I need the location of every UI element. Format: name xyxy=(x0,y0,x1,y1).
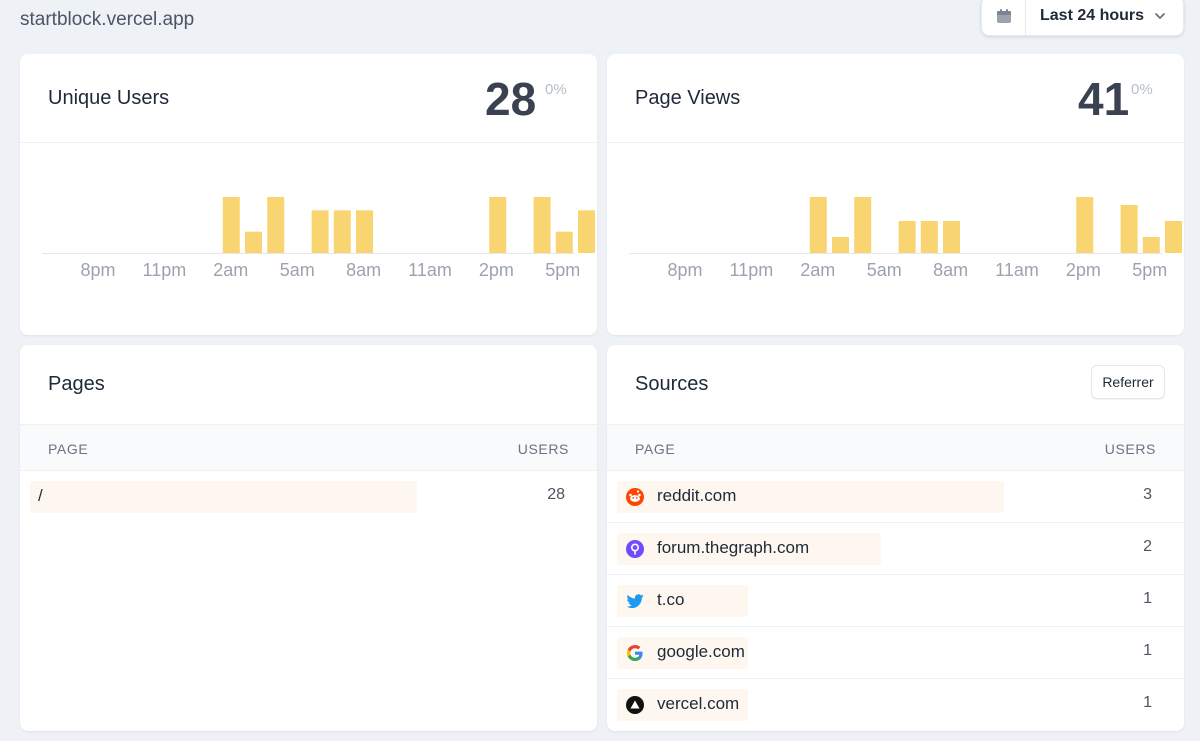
chart-bar[interactable] xyxy=(555,231,573,253)
page-views-title: Page Views xyxy=(635,87,741,109)
x-tick-label: 11pm xyxy=(730,260,774,280)
chart-bar[interactable] xyxy=(854,197,872,253)
page-users: 28 xyxy=(547,486,565,503)
share-bar xyxy=(617,481,1004,513)
pages-table-header: PAGE USERS xyxy=(20,424,597,471)
source-row-vercel[interactable]: vercel.com 1 xyxy=(607,679,1184,731)
chart-bar[interactable] xyxy=(1142,237,1160,253)
chart-bar[interactable] xyxy=(832,237,849,253)
chart-bar[interactable] xyxy=(1165,221,1182,253)
page-views-value: 41 xyxy=(1078,73,1130,125)
col-page-header: PAGE xyxy=(48,441,89,457)
site-url: startblock.vercel.app xyxy=(20,9,195,30)
page-views-chart: 8pm 11pm 2am 5am 8am 11am 2pm 5pm xyxy=(629,197,1182,280)
source-row-thegraph[interactable]: forum.thegraph.com 2 xyxy=(607,523,1184,575)
chart-bar[interactable] xyxy=(533,197,551,253)
col-page-header: PAGE xyxy=(635,441,676,457)
sources-card: Sources Referrer PAGE USERS reddit.com 3… xyxy=(607,345,1184,731)
x-tick-label: 2am xyxy=(800,260,835,280)
x-tick-label: 5pm xyxy=(545,260,580,280)
unique-users-chart: 8pm 11pm 2am 5am 8am 11am 2pm 5pm xyxy=(42,197,595,280)
x-tick-label: 11am xyxy=(408,260,452,280)
share-bar xyxy=(30,481,417,513)
source-users: 1 xyxy=(1143,694,1152,711)
twitter-icon xyxy=(626,594,644,609)
chart-bar[interactable] xyxy=(943,221,960,253)
date-range-selector[interactable]: Last 24 hours xyxy=(981,0,1184,36)
x-tick-label: 8pm xyxy=(80,260,115,280)
x-tick-label: 11am xyxy=(995,260,1039,280)
source-label: t.co xyxy=(657,590,685,609)
x-tick-label: 8am xyxy=(933,260,968,280)
chart-bar[interactable] xyxy=(1076,197,1094,253)
source-row-google[interactable]: google.com 1 xyxy=(607,627,1184,679)
calendar-icon xyxy=(982,0,1026,35)
source-label: forum.thegraph.com xyxy=(657,538,810,557)
chart-bar[interactable] xyxy=(333,210,351,253)
pages-title: Pages xyxy=(48,373,105,395)
google-icon xyxy=(627,645,643,661)
vercel-icon xyxy=(626,696,644,714)
table-row[interactable]: / 28 xyxy=(20,471,597,523)
chart-bar[interactable] xyxy=(578,210,595,253)
date-range-label: Last 24 hours xyxy=(1040,7,1145,24)
page-views-change: 0% xyxy=(1131,81,1153,98)
thegraph-icon xyxy=(626,540,644,558)
page-views-card: Page Views 41 0% 8pm 11pm 2am 5am 8am 11am 2pm… xyxy=(607,54,1184,335)
source-users: 1 xyxy=(1143,590,1152,607)
source-row-reddit[interactable]: reddit.com 3 xyxy=(607,471,1184,523)
x-tick-label: 11pm xyxy=(143,260,187,280)
share-bar xyxy=(617,533,881,565)
source-users: 3 xyxy=(1143,486,1152,503)
sources-title: Sources xyxy=(635,373,709,395)
source-users: 2 xyxy=(1143,538,1152,555)
chart-bar[interactable] xyxy=(222,197,240,253)
x-tick-label: 5pm xyxy=(1132,260,1167,280)
chevron-down-icon xyxy=(1154,10,1166,22)
x-tick-label: 5am xyxy=(867,260,902,280)
chart-bar[interactable] xyxy=(898,221,916,253)
chart-bar[interactable] xyxy=(920,221,938,253)
chart-bar[interactable] xyxy=(356,210,373,253)
source-users: 1 xyxy=(1143,642,1152,659)
col-users-header: USERS xyxy=(1104,441,1156,457)
sources-table-header: PAGE USERS xyxy=(607,424,1184,471)
unique-users-change: 0% xyxy=(545,81,567,98)
chart-bar[interactable] xyxy=(1120,205,1138,253)
x-tick-label: 5am xyxy=(280,260,315,280)
source-label: vercel.com xyxy=(657,694,740,713)
chart-bar[interactable] xyxy=(267,197,285,253)
unique-users-card: Unique Users 28 0% 8pm 11pm 2am 5am 8am 11am 2… xyxy=(20,54,597,335)
chart-bar[interactable] xyxy=(809,197,827,253)
chart-bar[interactable] xyxy=(245,231,262,253)
chart-bar[interactable] xyxy=(489,197,507,253)
chart-bar[interactable] xyxy=(311,210,329,253)
x-tick-label: 8pm xyxy=(667,260,702,280)
page-path: / xyxy=(38,486,43,505)
x-tick-label: 2am xyxy=(213,260,248,280)
x-tick-label: 2pm xyxy=(479,260,514,280)
referrer-button[interactable]: Referrer xyxy=(1091,365,1165,399)
x-tick-label: 2pm xyxy=(1066,260,1101,280)
pages-card: Pages PAGE USERS / 28 xyxy=(20,345,597,731)
unique-users-title: Unique Users xyxy=(48,87,170,109)
card-divider xyxy=(607,142,1184,143)
source-label: google.com xyxy=(657,642,745,661)
source-row-twitter[interactable]: t.co 1 xyxy=(607,575,1184,627)
x-tick-label: 8am xyxy=(346,260,381,280)
card-divider xyxy=(20,142,597,143)
col-users-header: USERS xyxy=(517,441,569,457)
reddit-icon xyxy=(626,488,644,506)
source-label: reddit.com xyxy=(657,486,737,505)
unique-users-value: 28 xyxy=(485,73,537,125)
